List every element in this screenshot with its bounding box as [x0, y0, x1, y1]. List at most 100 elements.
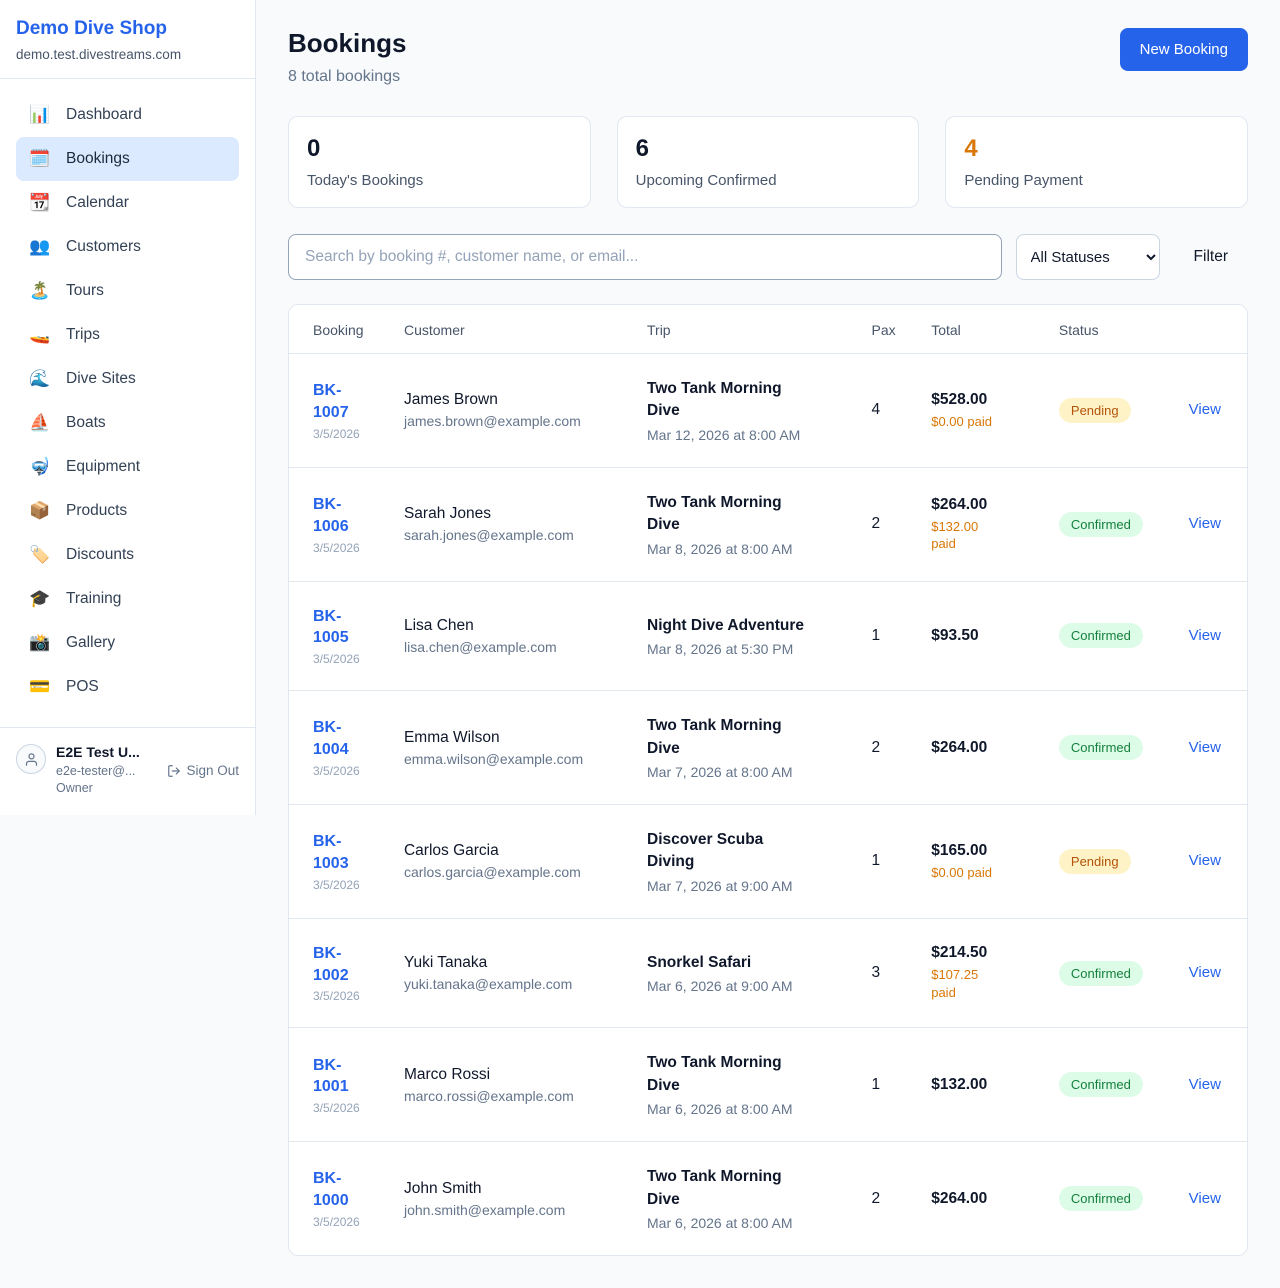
customer-name: Lisa Chen	[403, 616, 474, 634]
trip-datetime: Mar 7, 2026 at 9:00 AM	[647, 877, 793, 894]
sidebar-item-label: Boats	[66, 414, 106, 431]
sidebar-item-label: Dashboard	[66, 106, 142, 123]
booking-date: 3/5/2026	[313, 877, 360, 892]
sidebar-item-dashboard[interactable]: 📊 Dashboard	[16, 93, 239, 137]
sidebar-item-equipment[interactable]: 🤿 Equipment	[16, 445, 239, 489]
sidebar-item-label: Calendar	[66, 194, 129, 211]
tours-icon: 🏝️	[29, 281, 51, 300]
filter-button[interactable]: Filter	[1174, 248, 1248, 266]
pax-count: 1	[859, 1027, 920, 1143]
discounts-icon: 🏷️	[29, 545, 51, 564]
view-link[interactable]: View	[1188, 626, 1221, 644]
table-row: BK-1004 3/5/2026 Emma Wilson emma.wilson…	[289, 690, 1247, 805]
page-header: Bookings 8 total bookings New Booking	[288, 28, 1248, 86]
sidebar-item-trips[interactable]: 🚤 Trips	[16, 313, 239, 357]
customer-name: Emma Wilson	[403, 728, 500, 746]
status-badge: Confirmed	[1058, 511, 1143, 537]
pax-count: 4	[859, 353, 920, 468]
bookings-icon: 🗓️	[29, 149, 51, 168]
trip-name: Two Tank Morning Dive	[647, 717, 782, 757]
column-header-total: Total	[919, 305, 1047, 354]
customer-name: John Smith	[403, 1179, 482, 1197]
booking-code-link[interactable]: BK-1006	[313, 496, 349, 535]
sidebar-item-customers[interactable]: 👥 Customers	[16, 225, 239, 269]
customer-name: James Brown	[403, 391, 498, 409]
equipment-icon: 🤿	[29, 457, 51, 476]
products-icon: 📦	[29, 501, 51, 520]
stat-value: 0	[307, 135, 321, 162]
status-badge: Pending	[1058, 397, 1131, 423]
customer-name: Sarah Jones	[403, 505, 491, 523]
bookings-table: Booking Customer Trip Pax Total Status B…	[289, 305, 1247, 1255]
sidebar-item-tours[interactable]: 🏝️ Tours	[16, 269, 239, 313]
sidebar-item-products[interactable]: 📦 Products	[16, 489, 239, 533]
pax-count: 2	[859, 690, 920, 805]
view-link[interactable]: View	[1188, 738, 1221, 756]
total-amount: $528.00	[931, 390, 988, 408]
pax-count: 1	[859, 804, 920, 919]
sidebar-item-label: Products	[66, 502, 128, 519]
table-row: BK-1005 3/5/2026 Lisa Chen lisa.chen@exa…	[289, 581, 1247, 692]
sidebar-item-discounts[interactable]: 🏷️ Discounts	[16, 533, 239, 577]
table-header-row: Booking Customer Trip Pax Total Status	[289, 305, 1247, 354]
booking-date: 3/5/2026	[313, 1100, 360, 1115]
table-row: BK-1007 3/5/2026 James Brown james.brown…	[289, 353, 1247, 468]
sidebar-item-boats[interactable]: ⛵ Boats	[16, 401, 239, 445]
sidebar-item-label: Bookings	[66, 150, 130, 167]
booking-code-link[interactable]: BK-1005	[313, 607, 349, 647]
sidebar-item-label: Equipment	[66, 458, 141, 475]
view-link[interactable]: View	[1188, 964, 1221, 982]
trip-name: Two Tank Morning Dive	[647, 1168, 782, 1208]
booking-code-link[interactable]: BK-1007	[313, 382, 349, 421]
sidebar-item-bookings[interactable]: 🗓️ Bookings	[16, 137, 239, 181]
search-input[interactable]	[288, 234, 1002, 280]
total-amount: $264.00	[931, 738, 988, 756]
customer-email: james.brown@example.com	[403, 413, 581, 430]
booking-code-link[interactable]: BK-1000	[313, 1170, 349, 1210]
sidebar-item-pos[interactable]: 💳 POS	[16, 665, 239, 709]
customer-name: Yuki Tanaka	[403, 954, 488, 972]
sidebar-item-calendar[interactable]: 📆 Calendar	[16, 181, 239, 225]
total-amount: $264.00	[931, 495, 988, 513]
trip-name: Snorkel Safari	[647, 953, 752, 971]
stat-value: 6	[635, 135, 650, 162]
new-booking-button[interactable]: New Booking	[1119, 28, 1248, 71]
stat-card-todays-bookings: 0 Today's Bookings	[288, 116, 591, 208]
sidebar-item-label: Training	[66, 590, 122, 607]
boats-icon: ⛵	[29, 413, 51, 432]
customer-email: carlos.garcia@example.com	[403, 864, 581, 881]
view-link[interactable]: View	[1188, 852, 1221, 870]
booking-code-link[interactable]: BK-1003	[313, 833, 349, 872]
booking-code-link[interactable]: BK-1002	[313, 944, 349, 984]
view-link[interactable]: View	[1188, 401, 1221, 419]
sidebar-item-label: Discounts	[66, 546, 135, 563]
status-filter-select[interactable]: All Statuses	[1015, 234, 1160, 280]
table-row: BK-1003 3/5/2026 Carlos Garcia carlos.ga…	[289, 804, 1247, 919]
view-link[interactable]: View	[1188, 1075, 1221, 1093]
page-title: Bookings	[288, 28, 407, 58]
trip-name: Night Dive Adventure	[647, 616, 805, 634]
paid-amount: $132.00 paid	[931, 518, 979, 552]
sign-out-button[interactable]: Sign Out	[167, 763, 239, 778]
customer-name: Marco Rossi	[403, 1065, 491, 1083]
trips-icon: 🚤	[29, 325, 51, 344]
sidebar-item-training[interactable]: 🎓 Training	[16, 577, 239, 621]
trip-datetime: Mar 8, 2026 at 8:00 AM	[647, 540, 793, 557]
main-content: Bookings 8 total bookings New Booking 0 …	[256, 0, 1280, 1288]
trip-name: Two Tank Morning Dive	[647, 380, 782, 420]
booking-code-link[interactable]: BK-1004	[313, 719, 349, 759]
stat-card-pending-payment: 4 Pending Payment	[945, 116, 1248, 208]
page-subtitle: 8 total bookings	[288, 68, 401, 85]
brand-name[interactable]: Demo Dive Shop	[16, 18, 167, 39]
view-link[interactable]: View	[1188, 515, 1221, 533]
booking-code-link[interactable]: BK-1001	[313, 1056, 349, 1096]
sidebar-item-dive-sites[interactable]: 🌊 Dive Sites	[16, 357, 239, 401]
view-link[interactable]: View	[1188, 1189, 1221, 1207]
column-header-booking: Booking	[289, 305, 392, 354]
pos-icon: 💳	[29, 677, 51, 696]
sidebar-item-gallery[interactable]: 📸 Gallery	[16, 621, 239, 665]
total-amount: $93.50	[931, 626, 979, 644]
status-badge: Confirmed	[1058, 735, 1143, 761]
sidebar-item-label: Trips	[66, 326, 100, 343]
